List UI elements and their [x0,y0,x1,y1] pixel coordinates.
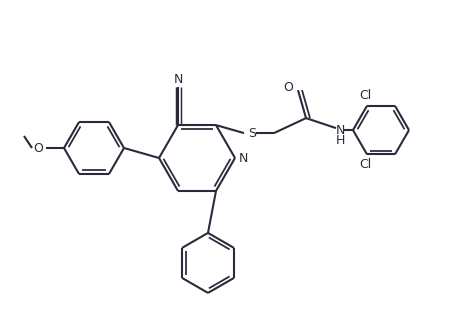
Text: Cl: Cl [359,89,371,102]
Text: S: S [248,126,256,140]
Text: O: O [283,80,293,94]
Text: N: N [238,151,248,165]
Text: N: N [335,124,345,136]
Text: N: N [173,73,183,85]
Text: H: H [335,134,345,146]
Text: O: O [33,141,43,155]
Text: Cl: Cl [359,158,371,171]
